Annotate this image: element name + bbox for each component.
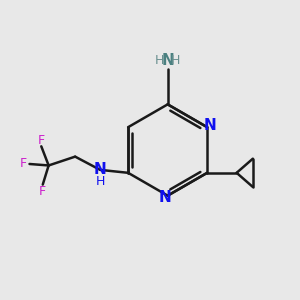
Text: H: H (155, 54, 164, 67)
Text: H: H (171, 54, 181, 67)
Text: F: F (20, 158, 27, 170)
Text: N: N (159, 190, 172, 205)
Text: H: H (95, 175, 105, 188)
Text: N: N (94, 162, 106, 177)
Text: N: N (203, 118, 216, 133)
Text: F: F (38, 134, 45, 147)
Text: N: N (161, 52, 174, 68)
Text: F: F (39, 184, 46, 198)
